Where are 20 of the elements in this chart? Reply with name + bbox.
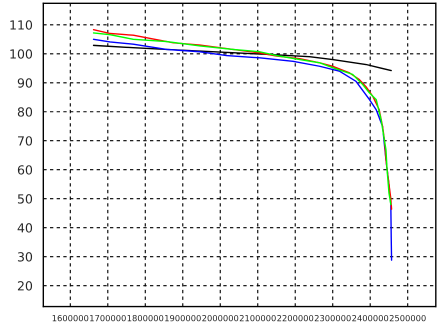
y-tick-label: 30 — [18, 252, 32, 262]
y-tick-label: 40 — [18, 223, 32, 233]
x-tick-label: 1900000 — [165, 315, 201, 322]
y-tick-label: 60 — [18, 165, 32, 175]
y-tick-label: 20 — [18, 281, 32, 291]
x-tick-label: 1700000 — [90, 315, 126, 322]
x-tick-label: 2500000 — [390, 315, 426, 322]
x-tick-label: 2200000 — [277, 315, 314, 322]
x-tick-label: 2000000 — [202, 315, 238, 322]
y-tick-label: 80 — [18, 107, 32, 117]
y-tick-label: 50 — [18, 194, 32, 204]
x-tick-label: 1800000 — [128, 315, 164, 322]
x-tick-label: 2100000 — [240, 315, 276, 322]
y-tick-label: 110 — [10, 20, 32, 30]
x-tick-label: 1600000 — [52, 315, 88, 322]
y-tick-label: 70 — [18, 136, 32, 146]
x-tick-label: 2400000 — [352, 315, 388, 322]
x-tick-label: 2300000 — [314, 315, 351, 322]
y-tick-label: 90 — [18, 78, 32, 88]
y-tick-label: 100 — [10, 49, 32, 59]
